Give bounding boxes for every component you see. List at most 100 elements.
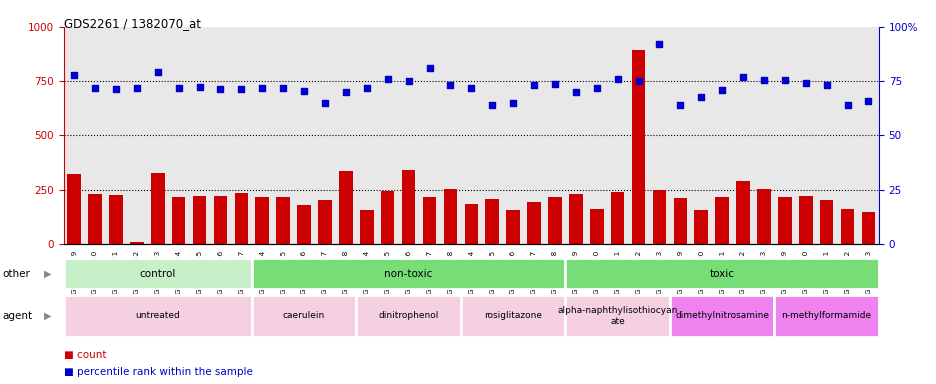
Point xyxy=(317,100,332,106)
Text: alpha-naphthylisothiocyan
ate: alpha-naphthylisothiocyan ate xyxy=(557,306,677,326)
Text: rosiglitazone: rosiglitazone xyxy=(484,311,542,320)
Point xyxy=(463,84,478,91)
Bar xyxy=(819,200,832,244)
Text: toxic: toxic xyxy=(709,268,734,279)
Bar xyxy=(673,198,686,244)
Bar xyxy=(193,196,206,244)
Bar xyxy=(422,197,436,244)
Text: caerulein: caerulein xyxy=(283,311,325,320)
Point xyxy=(860,98,875,104)
Point xyxy=(714,87,729,93)
Bar xyxy=(568,194,582,244)
Bar xyxy=(381,191,394,244)
Point xyxy=(358,84,373,91)
Point xyxy=(735,74,750,80)
Point xyxy=(589,84,604,91)
Point xyxy=(797,80,812,86)
Bar xyxy=(590,209,603,244)
Point xyxy=(87,84,102,91)
Text: ▶: ▶ xyxy=(44,311,51,321)
Bar xyxy=(318,200,331,244)
FancyBboxPatch shape xyxy=(64,258,252,289)
Point xyxy=(609,76,624,82)
Bar xyxy=(694,210,708,244)
Point xyxy=(380,76,395,82)
Point xyxy=(840,102,855,108)
Bar xyxy=(213,196,227,244)
FancyBboxPatch shape xyxy=(564,258,878,289)
Text: n-methylformamide: n-methylformamide xyxy=(781,311,870,320)
Bar xyxy=(610,192,623,244)
Point xyxy=(672,102,687,108)
Bar xyxy=(652,190,665,244)
Bar xyxy=(110,195,123,244)
Text: GDS2261 / 1382070_at: GDS2261 / 1382070_at xyxy=(64,17,200,30)
Text: ■ count: ■ count xyxy=(64,350,106,360)
Point xyxy=(255,84,270,91)
Bar xyxy=(548,197,561,244)
FancyBboxPatch shape xyxy=(64,295,252,337)
Bar xyxy=(631,50,645,244)
Bar xyxy=(297,205,311,244)
Point xyxy=(150,70,165,76)
Point xyxy=(401,78,416,84)
Text: other: other xyxy=(3,269,31,279)
Bar xyxy=(402,170,415,244)
Text: dinitrophenol: dinitrophenol xyxy=(378,311,438,320)
Point xyxy=(234,86,249,92)
Point xyxy=(212,86,227,92)
Point xyxy=(505,100,520,106)
Bar xyxy=(151,173,165,244)
FancyBboxPatch shape xyxy=(669,295,773,337)
Text: agent: agent xyxy=(3,311,33,321)
Bar xyxy=(714,197,728,244)
Text: non-toxic: non-toxic xyxy=(384,268,432,279)
Text: control: control xyxy=(139,268,176,279)
Bar xyxy=(339,171,352,244)
Point xyxy=(109,86,124,92)
Bar xyxy=(527,202,540,244)
Bar xyxy=(67,174,80,244)
Point xyxy=(421,65,436,71)
Point xyxy=(526,83,541,89)
Bar xyxy=(256,197,269,244)
Point xyxy=(547,81,562,88)
Point xyxy=(171,84,186,91)
Point xyxy=(651,41,666,47)
FancyBboxPatch shape xyxy=(564,295,669,337)
Bar xyxy=(88,194,102,244)
FancyBboxPatch shape xyxy=(252,258,564,289)
FancyBboxPatch shape xyxy=(252,295,356,337)
FancyBboxPatch shape xyxy=(773,295,878,337)
Point xyxy=(338,89,353,95)
Bar xyxy=(276,197,289,244)
FancyBboxPatch shape xyxy=(461,295,564,337)
Bar xyxy=(485,199,499,244)
Bar xyxy=(171,197,185,244)
Bar xyxy=(798,196,812,244)
Point xyxy=(693,94,708,101)
Point xyxy=(297,88,312,94)
Bar xyxy=(464,204,477,244)
Bar xyxy=(234,193,248,244)
Text: ■ percentile rank within the sample: ■ percentile rank within the sample xyxy=(64,367,253,377)
Bar xyxy=(840,209,854,244)
Point xyxy=(818,83,833,89)
Bar xyxy=(130,242,143,244)
Text: untreated: untreated xyxy=(136,311,180,320)
Bar xyxy=(756,189,770,244)
Point xyxy=(630,78,645,84)
FancyBboxPatch shape xyxy=(356,295,461,337)
Point xyxy=(66,71,81,78)
Bar xyxy=(861,212,874,244)
Bar xyxy=(505,210,519,244)
Point xyxy=(275,84,290,91)
Point xyxy=(129,84,144,91)
Point xyxy=(443,83,458,89)
Bar xyxy=(443,189,457,244)
Bar xyxy=(777,197,791,244)
Text: dimethylnitrosamine: dimethylnitrosamine xyxy=(675,311,768,320)
Point xyxy=(777,77,792,83)
Point xyxy=(755,77,770,83)
Bar xyxy=(359,210,373,244)
